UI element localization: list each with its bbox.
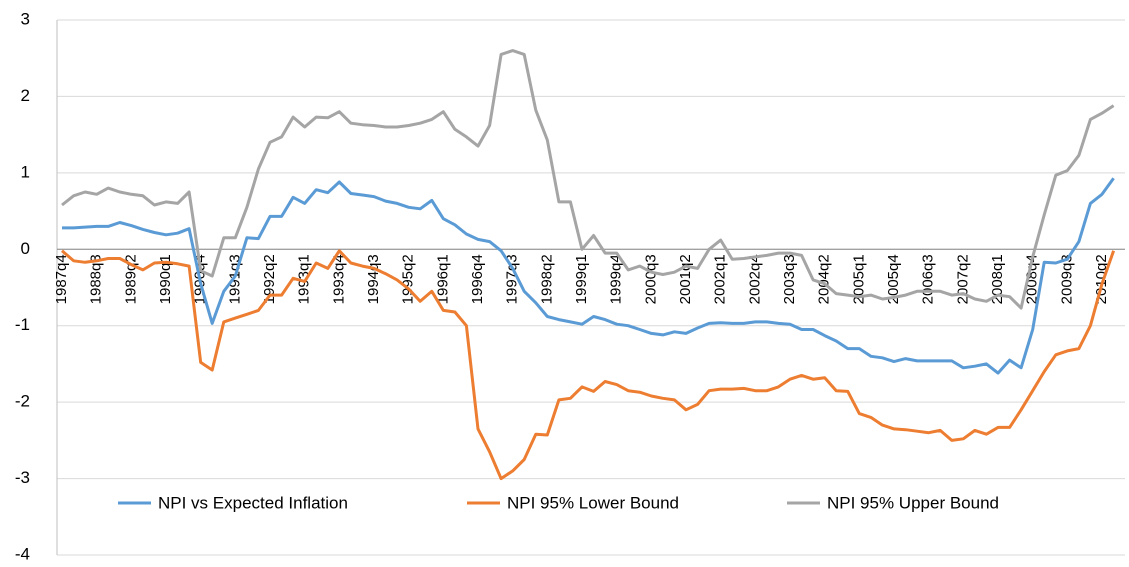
y-tick-label: -1 [15, 315, 30, 334]
x-tick-label: 2008q4 [1024, 254, 1041, 304]
x-tick-label: 2010q2 [1093, 254, 1110, 304]
x-tick-label: 1992q2 [261, 254, 278, 304]
y-tick-label: 0 [21, 239, 30, 258]
x-tick-label: 1997q3 [504, 254, 521, 304]
x-tick-label: 2002q1 [712, 254, 729, 304]
y-tick-label: -4 [15, 544, 30, 562]
x-tick-label: 1999q1 [573, 254, 590, 304]
x-tick-label: 2001q2 [677, 254, 694, 304]
x-tick-label: 1988q3 [88, 254, 105, 304]
series-line [61, 49, 1115, 310]
x-tick-label: 2005q1 [850, 254, 867, 304]
x-tick-label: 2006q3 [920, 254, 937, 304]
y-tick-label: -2 [15, 392, 30, 411]
x-tick-label: 1996q4 [469, 254, 486, 304]
x-tick-label: 1990q1 [157, 254, 174, 304]
x-tick-label: 2007q2 [954, 254, 971, 304]
legend-label: NPI vs Expected Inflation [158, 493, 348, 512]
x-tick-label: 1999q4 [608, 254, 625, 304]
series-line [61, 249, 1116, 481]
legend-label: NPI 95% Upper Bound [827, 493, 999, 512]
x-tick-label: 2008q1 [989, 254, 1006, 304]
y-tick-label: -3 [15, 468, 30, 487]
x-tick-label: 2000q3 [642, 254, 659, 304]
x-tick-label: 1993q4 [330, 254, 347, 304]
x-tick-label: 2004q2 [816, 254, 833, 304]
x-tick-label: 2005q4 [885, 254, 902, 304]
x-tick-label: 1994q3 [365, 254, 382, 304]
x-tick-label: 1998q2 [538, 254, 555, 304]
x-tick-label: 2002q4 [746, 254, 763, 304]
x-tick-label: 2009q3 [1058, 254, 1075, 304]
y-tick-label: 1 [21, 162, 30, 181]
x-tick-label: 1987q4 [53, 254, 70, 304]
x-tick-label: 1993q1 [296, 254, 313, 304]
y-tick-label: 3 [21, 9, 30, 28]
legend-label: NPI 95% Lower Bound [507, 493, 679, 512]
y-tick-label: 2 [21, 86, 30, 105]
x-tick-label: 1996q1 [434, 254, 451, 304]
series-line [62, 177, 1115, 375]
x-tick-label: 2003q3 [781, 254, 798, 304]
